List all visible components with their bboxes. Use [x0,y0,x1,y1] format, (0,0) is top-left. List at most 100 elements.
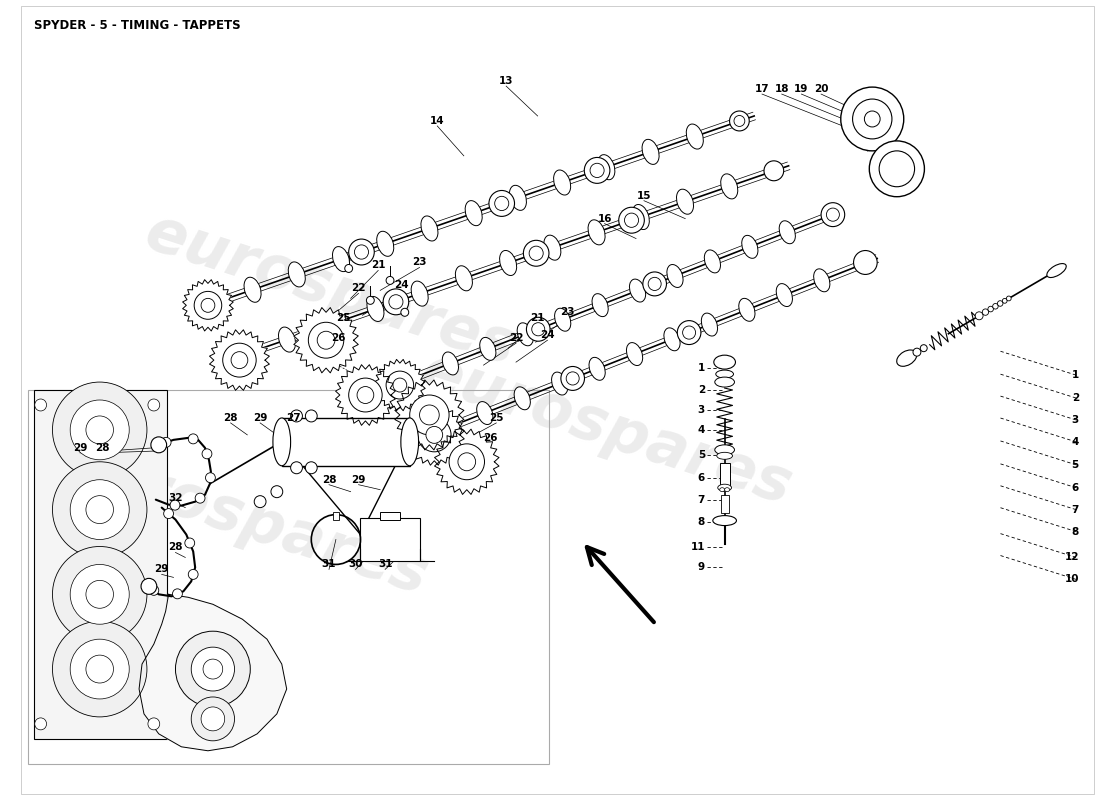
Polygon shape [405,405,464,465]
Ellipse shape [400,418,419,466]
Circle shape [458,453,475,470]
Text: 20: 20 [814,84,828,94]
Circle shape [524,240,549,266]
Ellipse shape [442,352,459,375]
Ellipse shape [627,342,642,366]
Text: 2: 2 [697,385,705,395]
Ellipse shape [455,266,472,291]
Text: 12: 12 [1065,553,1079,562]
Ellipse shape [376,231,394,256]
Circle shape [393,378,407,392]
Circle shape [185,538,195,548]
Ellipse shape [779,221,795,244]
Ellipse shape [421,216,438,241]
Text: 1: 1 [1071,370,1079,380]
Circle shape [992,303,998,309]
Bar [34,390,166,739]
Circle shape [191,697,234,741]
Ellipse shape [465,201,482,226]
Text: 19: 19 [794,84,808,94]
Circle shape [344,265,353,273]
Polygon shape [183,280,233,331]
Text: 11: 11 [691,542,705,553]
Text: 18: 18 [774,84,789,94]
Ellipse shape [554,308,571,331]
Circle shape [290,410,303,422]
Text: eurospares: eurospares [139,202,524,378]
Ellipse shape [704,250,720,273]
Circle shape [386,277,394,285]
Text: 30: 30 [349,559,363,570]
Ellipse shape [499,250,517,275]
Circle shape [254,496,266,508]
Circle shape [86,655,113,683]
Ellipse shape [741,235,758,258]
Text: 5: 5 [1071,460,1079,470]
Ellipse shape [588,358,605,380]
Ellipse shape [632,205,649,230]
Bar [361,518,419,562]
Text: 24: 24 [540,330,554,340]
Text: 22: 22 [351,283,366,294]
Text: SPYDER - 5 - TIMING - TAPPETS: SPYDER - 5 - TIMING - TAPPETS [34,19,241,32]
Ellipse shape [664,328,680,350]
Circle shape [147,718,160,730]
Text: 25: 25 [337,314,351,323]
Ellipse shape [1047,263,1066,278]
Ellipse shape [725,488,729,492]
Circle shape [561,366,584,390]
Text: 6: 6 [1071,482,1079,493]
Text: 14: 14 [430,116,444,126]
Text: 3: 3 [697,405,705,415]
Circle shape [306,410,317,422]
Circle shape [317,331,334,349]
Ellipse shape [476,402,493,425]
Circle shape [164,509,174,518]
Text: 23: 23 [412,258,427,267]
Polygon shape [434,429,499,494]
Text: 31: 31 [322,559,337,570]
Circle shape [70,639,129,699]
Circle shape [488,190,515,216]
Ellipse shape [686,124,703,149]
Ellipse shape [367,297,384,322]
Circle shape [188,570,198,579]
Ellipse shape [273,418,290,466]
Circle shape [176,631,251,707]
Text: 24: 24 [395,280,409,290]
Circle shape [271,486,283,498]
Ellipse shape [480,338,496,360]
Ellipse shape [896,350,916,366]
Circle shape [35,718,46,730]
Circle shape [354,245,368,259]
Text: 28: 28 [168,542,183,553]
Ellipse shape [717,484,732,491]
Circle shape [86,580,113,608]
Circle shape [191,647,234,691]
Text: 26: 26 [483,433,497,443]
Ellipse shape [517,323,534,346]
Text: 7: 7 [697,494,705,505]
Ellipse shape [244,278,261,302]
Circle shape [879,151,914,186]
Circle shape [1006,296,1011,301]
Ellipse shape [702,313,717,336]
Ellipse shape [814,269,829,292]
Ellipse shape [553,170,571,195]
Polygon shape [209,330,270,390]
Circle shape [170,500,180,510]
Bar [381,512,400,519]
Bar [282,418,409,466]
Text: 6: 6 [697,473,705,482]
Text: 8: 8 [697,517,705,526]
Text: 4: 4 [697,425,705,435]
Circle shape [418,418,451,452]
Text: 27: 27 [286,413,301,423]
Text: 23: 23 [560,307,574,318]
Ellipse shape [514,387,530,410]
Text: 32: 32 [168,493,183,502]
Text: eurospares: eurospares [414,342,800,518]
Circle shape [201,707,224,731]
Ellipse shape [629,279,646,302]
Polygon shape [336,365,395,426]
